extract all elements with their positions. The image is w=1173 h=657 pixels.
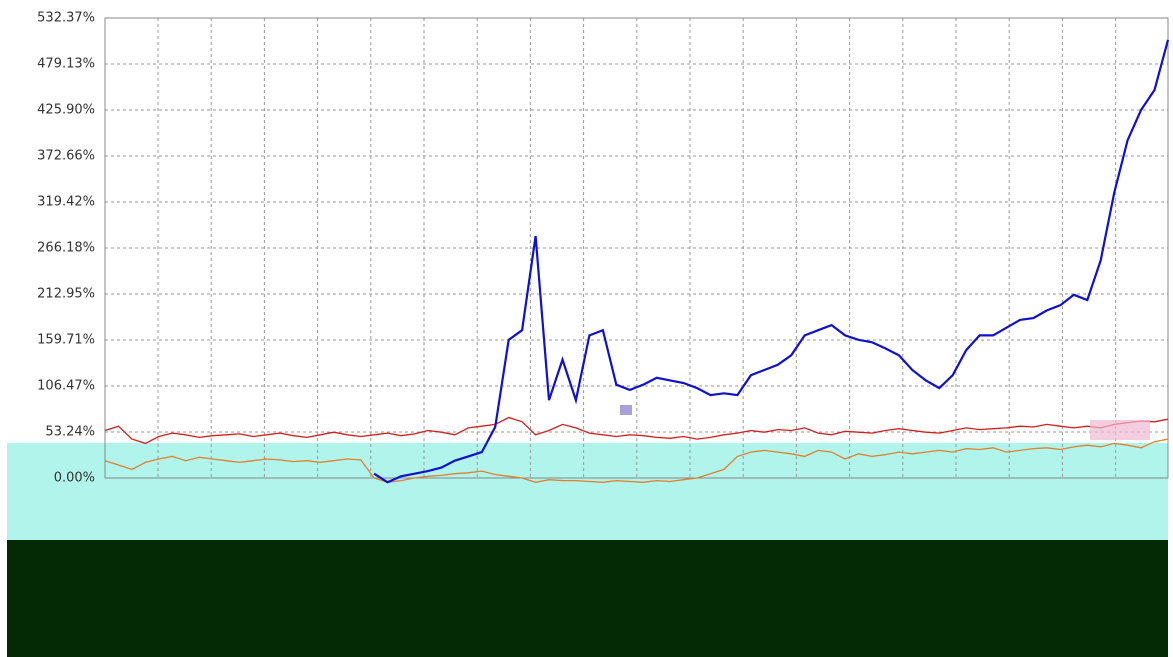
y-tick-label: 53.24% xyxy=(45,424,95,439)
y-tick-label: 0.00% xyxy=(54,471,95,486)
y-tick-label: 532.37% xyxy=(37,11,95,26)
y-tick-label: 372.66% xyxy=(37,148,95,163)
y-tick-label: 106.47% xyxy=(37,379,95,394)
render-artifact xyxy=(620,405,632,415)
y-tick-label: 212.95% xyxy=(37,286,95,301)
chart: 0.00% 53.24% 106.47% 159.71% 212.95% 266.18% 3… xyxy=(0,0,1173,657)
render-artifact xyxy=(7,443,1168,540)
render-artifact xyxy=(7,540,1168,657)
y-tick-label: 159.71% xyxy=(37,333,95,348)
y-tick-label: 266.18% xyxy=(37,241,95,256)
y-tick-label: 319.42% xyxy=(37,195,95,210)
y-tick-label: 425.90% xyxy=(37,102,95,117)
y-tick-label: 479.13% xyxy=(37,57,95,72)
render-artifact xyxy=(1090,420,1150,440)
